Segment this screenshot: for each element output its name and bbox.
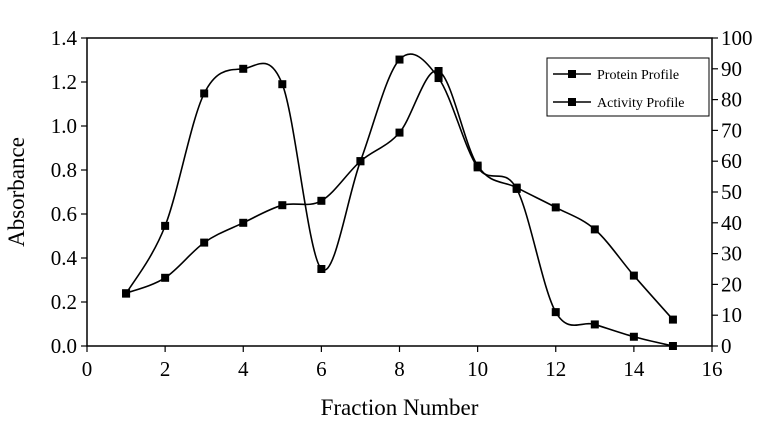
y-tick-label: 0.2 xyxy=(51,290,77,314)
y2-tick-label: 0 xyxy=(721,334,732,358)
data-point xyxy=(629,332,638,341)
data-point xyxy=(512,184,521,193)
y-axis-title: Absorbance xyxy=(4,137,29,247)
data-point xyxy=(395,128,404,137)
y2-tick-label: 70 xyxy=(721,118,742,142)
y2-tick-label: 100 xyxy=(721,26,753,50)
x-tick-label: 4 xyxy=(238,357,249,381)
y2-tick-label: 30 xyxy=(721,242,742,266)
x-tick-label: 16 xyxy=(702,357,723,381)
y-tick-label: 1.2 xyxy=(51,70,77,94)
y2-tick-label: 80 xyxy=(721,88,742,112)
data-point xyxy=(239,218,248,227)
y2-tick-label: 60 xyxy=(721,149,742,173)
data-point xyxy=(239,64,248,73)
data-point xyxy=(200,238,209,247)
x-tick-label: 0 xyxy=(82,357,93,381)
data-point xyxy=(434,74,443,83)
y2-axis-ticks: 0 10 20 30 40 50 60 70 80 90 100 xyxy=(712,26,753,358)
y-tick-label: 0.8 xyxy=(51,158,77,182)
data-point xyxy=(551,308,560,317)
x-tick-label: 10 xyxy=(467,357,488,381)
y-tick-label: 0.4 xyxy=(51,246,78,270)
y-tick-label: 1.0 xyxy=(51,114,77,138)
data-point xyxy=(668,315,677,324)
legend-label: Activity Profile xyxy=(597,96,685,111)
data-point xyxy=(317,265,326,273)
data-point xyxy=(161,273,170,282)
y-tick-label: 1.4 xyxy=(51,26,78,50)
x-axis-ticks: 0 2 4 6 8 10 12 14 16 xyxy=(82,346,723,381)
data-point xyxy=(317,196,326,205)
series-line xyxy=(125,53,674,347)
series-layer xyxy=(122,53,677,350)
y2-tick-label: 90 xyxy=(721,57,742,81)
legend-marker xyxy=(568,70,576,78)
legend-label: Protein Profile xyxy=(597,68,679,83)
data-point xyxy=(161,221,170,230)
legend: Protein Profile Activity Profile xyxy=(546,57,710,117)
data-point xyxy=(590,225,599,234)
data-point xyxy=(278,80,287,89)
x-tick-label: 2 xyxy=(160,357,171,381)
data-point xyxy=(395,55,404,64)
y2-tick-label: 20 xyxy=(721,272,742,296)
y-tick-label: 0.6 xyxy=(51,202,77,226)
data-point xyxy=(590,320,599,329)
series-line xyxy=(125,70,674,321)
data-point xyxy=(668,342,677,350)
series-activity-profile xyxy=(122,53,677,350)
x-tick-label: 14 xyxy=(623,357,645,381)
data-point xyxy=(278,201,287,210)
x-tick-label: 12 xyxy=(545,357,566,381)
x-tick-label: 6 xyxy=(316,357,327,381)
data-point xyxy=(473,163,482,172)
data-point xyxy=(122,289,131,298)
legend-box xyxy=(546,57,710,117)
y2-tick-label: 50 xyxy=(721,180,742,204)
y-axis-ticks: 0.0 0.2 0.4 0.6 0.8 1.0 1.2 1.4 xyxy=(51,26,87,358)
y2-tick-label: 10 xyxy=(721,303,742,327)
legend-marker xyxy=(568,98,576,106)
data-point xyxy=(356,157,365,166)
data-point xyxy=(200,89,209,98)
y-tick-label: 0.0 xyxy=(51,334,77,358)
data-point xyxy=(434,67,443,75)
y2-tick-label: 40 xyxy=(721,211,742,235)
data-point xyxy=(551,203,560,212)
x-tick-label: 8 xyxy=(394,357,405,381)
data-point xyxy=(629,271,638,280)
x-axis-title: Fraction Number xyxy=(321,395,479,420)
